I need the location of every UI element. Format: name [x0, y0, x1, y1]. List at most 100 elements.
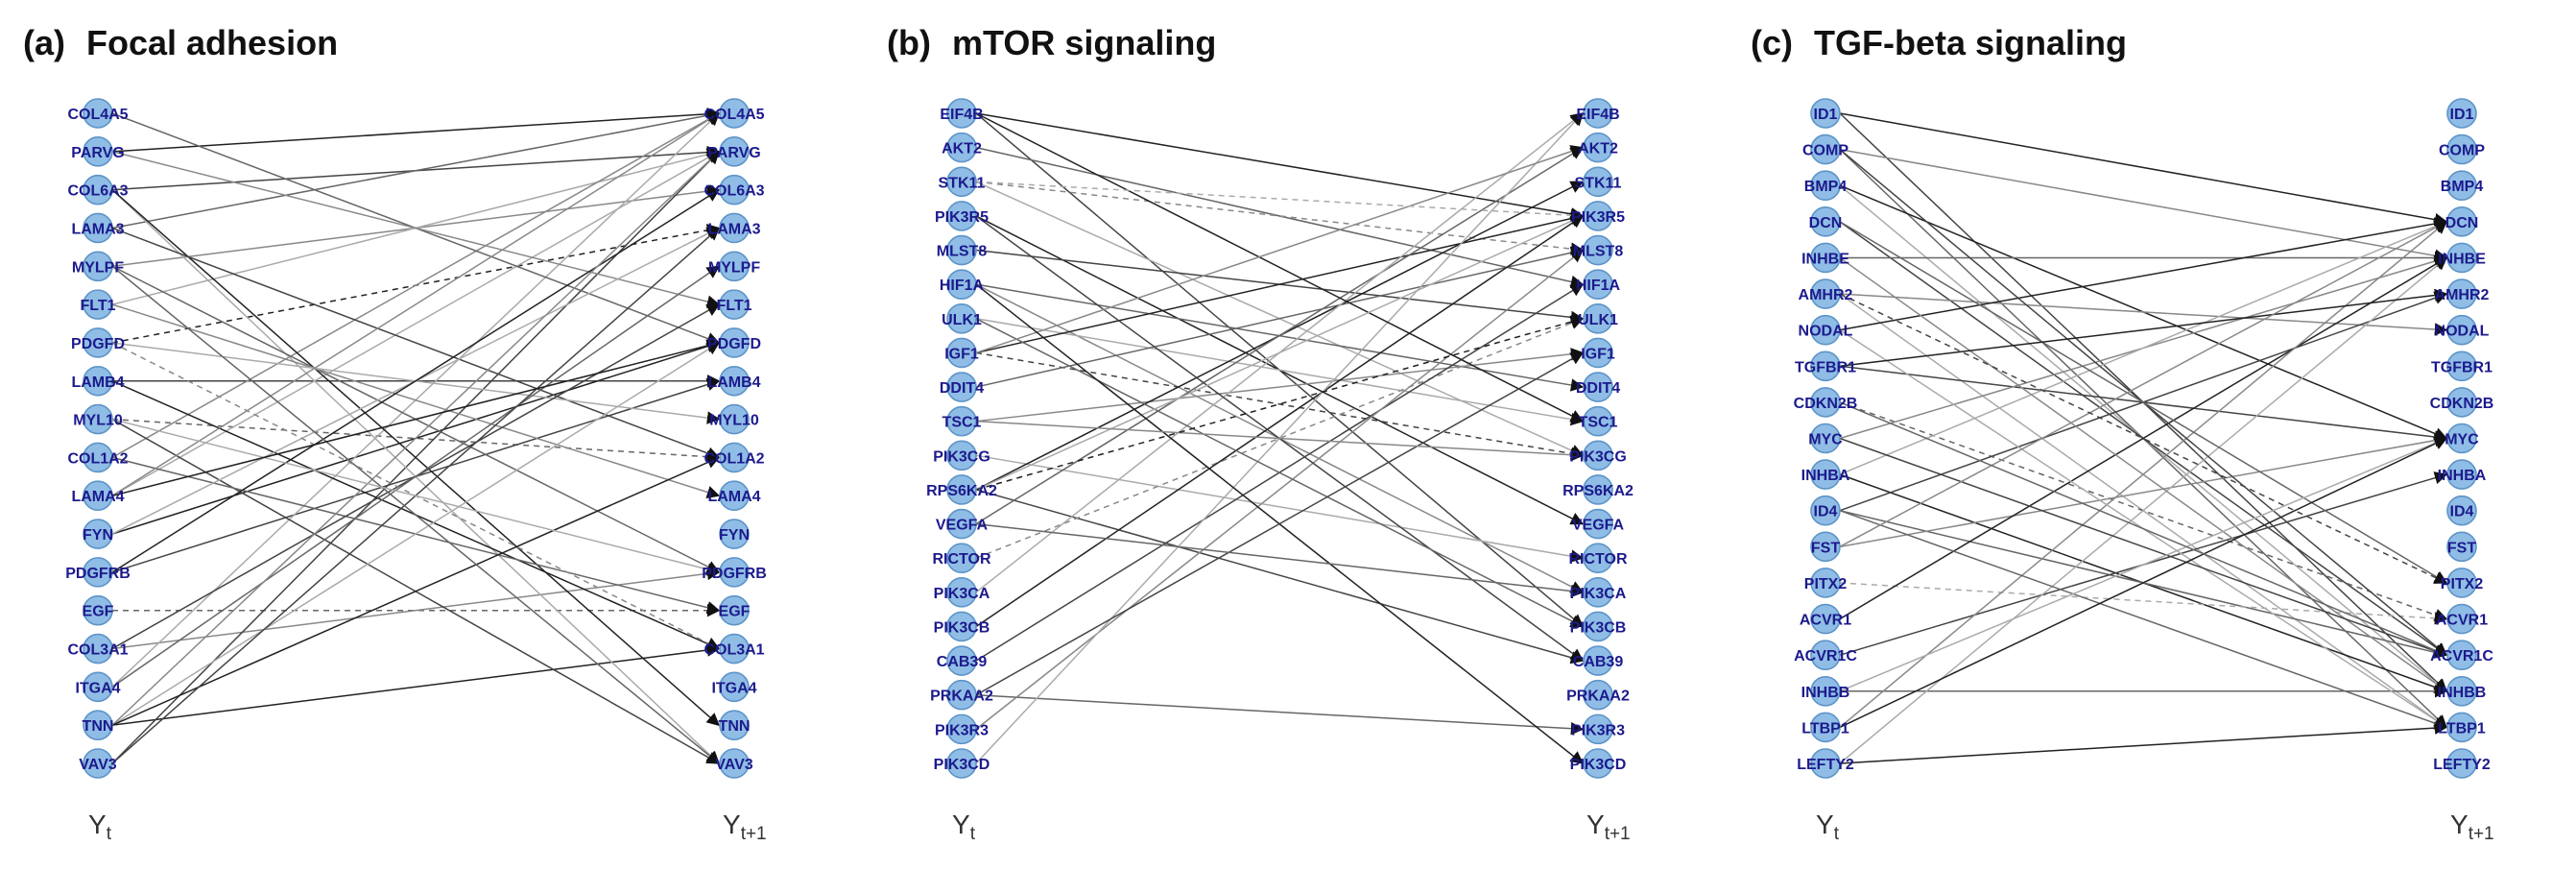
node-label: EIF4B: [940, 107, 983, 123]
panel-focal-adhesion: (a) Focal adhesion COL4A5 PARVG COL6A3 LAMA3…: [0, 0, 845, 870]
node-circle: [946, 132, 977, 163]
node-label: AKT2: [942, 141, 982, 157]
edge-lama3-to-col1a2: [111, 227, 721, 460]
edge-comp-to-inhbe: [1839, 148, 2448, 262]
edge-flt1-to-lama4: [111, 303, 721, 499]
node-t1-rictor: RICTOR: [1568, 543, 1628, 574]
node-circle: [1810, 170, 1841, 202]
node-circle: [719, 671, 750, 703]
node-t1-pdgfrb: PDGFRB: [702, 557, 767, 588]
edge-prkaa2-to-igf1: [975, 351, 1585, 696]
node-t-col3a1: COL3A1: [67, 633, 129, 665]
node-circle: [1810, 459, 1841, 490]
edge-inhbe-to-inhbb: [1839, 256, 2448, 692]
node-label: FYN: [719, 527, 750, 544]
node-t1-lama4: LAMA4: [707, 480, 761, 512]
node-label: PIK3CB: [934, 619, 990, 636]
node-label: FYN: [83, 527, 113, 544]
node-t-fst: FST: [1810, 531, 1841, 563]
node-label: MYLPF: [72, 259, 124, 276]
node-label: PRKAA2: [930, 689, 993, 705]
node-circle: [2446, 675, 2477, 707]
time-label-t: Yt: [952, 810, 976, 844]
network-diagram-c: ID1 COMP BMP4 DCN INHBE AMHR2 NODAL TGFBR1 CDKN2…: [1794, 98, 2494, 844]
node-label: AKT2: [1578, 141, 1618, 157]
node-t1-pik3cg: PIK3CG: [1569, 440, 1627, 471]
edge-eif4b-to-tsc1: [975, 112, 1585, 423]
edge-col3a1-to-pdgfrb: [111, 567, 721, 650]
node-t-parvg: PARVG: [71, 136, 125, 167]
node-circle: [2446, 603, 2477, 635]
node-circle: [1583, 611, 1613, 642]
node-t-acvr1c: ACVR1C: [1794, 640, 1857, 670]
node-circle: [2446, 350, 2477, 382]
node-t1-pik3cd: PIK3CD: [1570, 748, 1626, 779]
network-diagram-b: EIF4B AKT2 STK11 PIK3R5 MLST8 HIF1A ULK1 IGF1 DD…: [926, 98, 1634, 844]
panel-mtor-signaling: (b) mTOR signaling EIF4B AKT2 STK11 PIK3R5 ML…: [864, 0, 1708, 870]
node-circle: [946, 611, 977, 642]
node-circle: [1810, 98, 1841, 129]
node-circle: [719, 98, 750, 129]
node-label: MYLPF: [708, 259, 760, 276]
node-circle: [1810, 675, 1841, 707]
node-circle: [946, 577, 977, 608]
node-circle: [1583, 577, 1613, 608]
edge-lefty2-to-ltbp1: [1839, 721, 2448, 764]
node-circle: [2446, 531, 2477, 563]
node-label: EIF4B: [1576, 107, 1619, 123]
node-t-tgfbr1: TGFBR1: [1795, 350, 1856, 382]
node-t-igf1: IGF1: [944, 337, 979, 369]
node-circle: [946, 201, 977, 231]
node-t1-parvg: PARVG: [707, 136, 761, 167]
edge-fst-to-myc: [1839, 433, 2448, 548]
node-label: ULK1: [1578, 312, 1618, 328]
node-label: NODAL: [1799, 324, 1853, 340]
time-label-t: Yt: [1816, 810, 1840, 844]
edge-igf1-to-akt2: [975, 145, 1585, 354]
panel-title-text: Focal adhesion: [86, 23, 339, 62]
node-t-hif1a: HIF1A: [940, 269, 985, 300]
node-t-ltbp1: LTBP1: [1801, 712, 1849, 743]
node-label: COL1A2: [67, 450, 128, 467]
edge-myc-to-acvr1c: [1839, 437, 2448, 658]
node-circle: [83, 480, 113, 512]
node-label: HIF1A: [1576, 278, 1621, 294]
node-t-tnn: TNN: [83, 710, 113, 740]
edge-parvg-to-col4a5: [111, 108, 721, 153]
node-label: VEGFA: [1572, 518, 1625, 534]
node-t-lama3: LAMA3: [71, 212, 125, 244]
edge-tnn-to-col3a1: [111, 643, 721, 726]
node-t-rictor: RICTOR: [932, 543, 991, 574]
node-circle: [2446, 133, 2477, 165]
node-label: TSC1: [942, 415, 982, 431]
node-circle: [1583, 405, 1613, 437]
edge-tnn-to-pdgfd: [111, 342, 721, 726]
edge-igf1-to-pik3cg: [975, 351, 1585, 460]
node-t-pdgfrb: PDGFRB: [65, 557, 131, 588]
node-label: PIK3CA: [934, 586, 990, 602]
node-circle: [719, 633, 750, 665]
panel-title: (b) mTOR signaling: [887, 23, 1216, 63]
node-t1-lefty2: LEFTY2: [2433, 748, 2491, 779]
time-label-t-plus-1: Yt+1: [2450, 810, 2494, 844]
node-t1-rps6ka2: RPS6KA2: [1562, 474, 1634, 505]
node-t1-fyn: FYN: [719, 519, 750, 549]
node-circle: [946, 302, 977, 334]
node-t1-dcn: DCN: [2445, 206, 2478, 237]
node-circle: [83, 251, 113, 282]
edge-col6a3-to-tnn: [111, 189, 721, 727]
node-label: PIK3R5: [935, 209, 989, 226]
node-label: LEFTY2: [1797, 757, 1854, 773]
node-label: MLST8: [1573, 244, 1624, 260]
node-t-stk11: STK11: [939, 166, 986, 198]
node-circle: [719, 251, 750, 282]
node-t-bmp4: BMP4: [1804, 170, 1847, 202]
node-t1-pdgfd: PDGFD: [707, 327, 761, 358]
node-label: ACVR1C: [1794, 648, 1857, 665]
node-label: LAMA3: [707, 221, 760, 237]
node-label: VAV3: [79, 757, 117, 773]
node-label: STK11: [939, 175, 986, 191]
node-circle: [719, 519, 750, 549]
node-t1-egf: EGF: [719, 594, 751, 626]
node-label: ITGA4: [75, 680, 120, 696]
